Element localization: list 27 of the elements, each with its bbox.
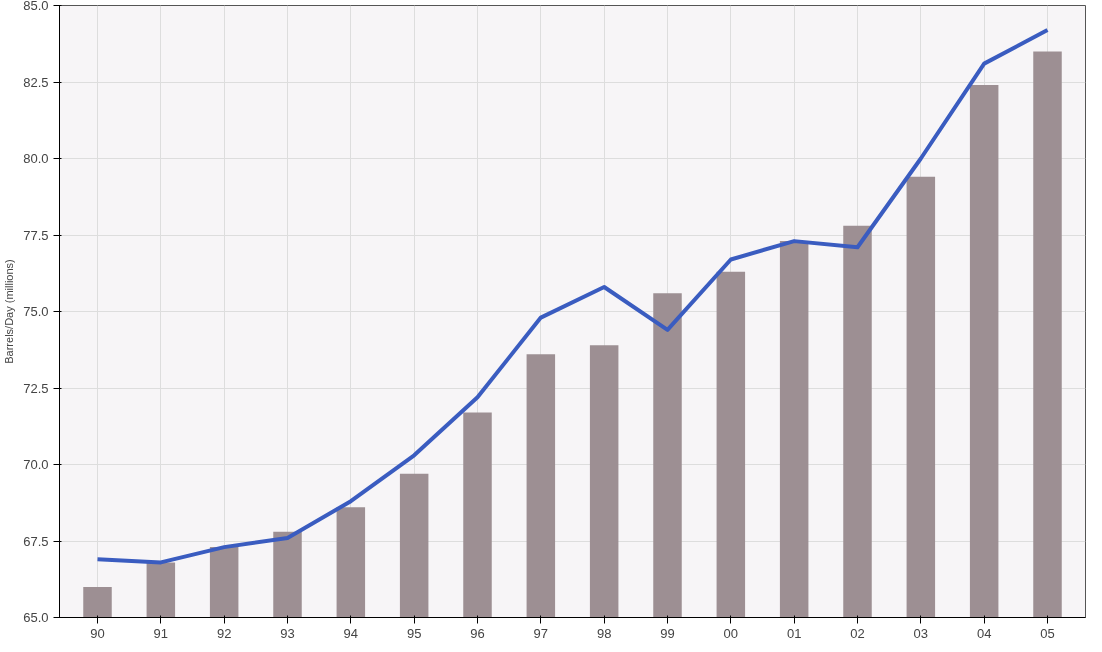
line-series (95, 27, 1050, 565)
y-tick-label: 77.5 (23, 227, 49, 243)
x-tick-label: 94 (343, 625, 359, 641)
y-tick-label: 85.0 (23, 0, 49, 13)
y-tick-label: 65.0 (23, 610, 49, 625)
x-tick-label: 98 (596, 625, 612, 641)
x-tick-label: 95 (406, 625, 422, 641)
x-tick-label: 92 (216, 625, 232, 641)
y-axis-title: Barrels/Day (millions) (3, 259, 16, 364)
x-tick-label: 99 (660, 625, 675, 641)
x-tick-label: 90 (90, 625, 105, 641)
y-tick-label: 70.0 (23, 457, 49, 472)
y-tick-label: 67.5 (23, 533, 49, 549)
y-tick-label: 82.5 (23, 74, 49, 90)
x-tick-label: 93 (280, 625, 295, 641)
y-tick-label: 72.5 (23, 380, 49, 396)
x-tick-label: 02 (850, 625, 865, 641)
x-tick-label: 05 (1040, 625, 1055, 641)
x-tick-label: 03 (913, 625, 929, 641)
y-tick-label: 80.0 (23, 151, 49, 166)
x-tick-label: 00 (723, 625, 739, 641)
x-tick-label: 01 (786, 625, 802, 641)
x-tick-label: 04 (976, 625, 992, 641)
x-tick-label: 97 (533, 625, 549, 641)
x-tick-label: 91 (153, 625, 169, 641)
y-tick-label: 75.0 (23, 304, 49, 319)
x-tick-label: 96 (470, 625, 485, 641)
